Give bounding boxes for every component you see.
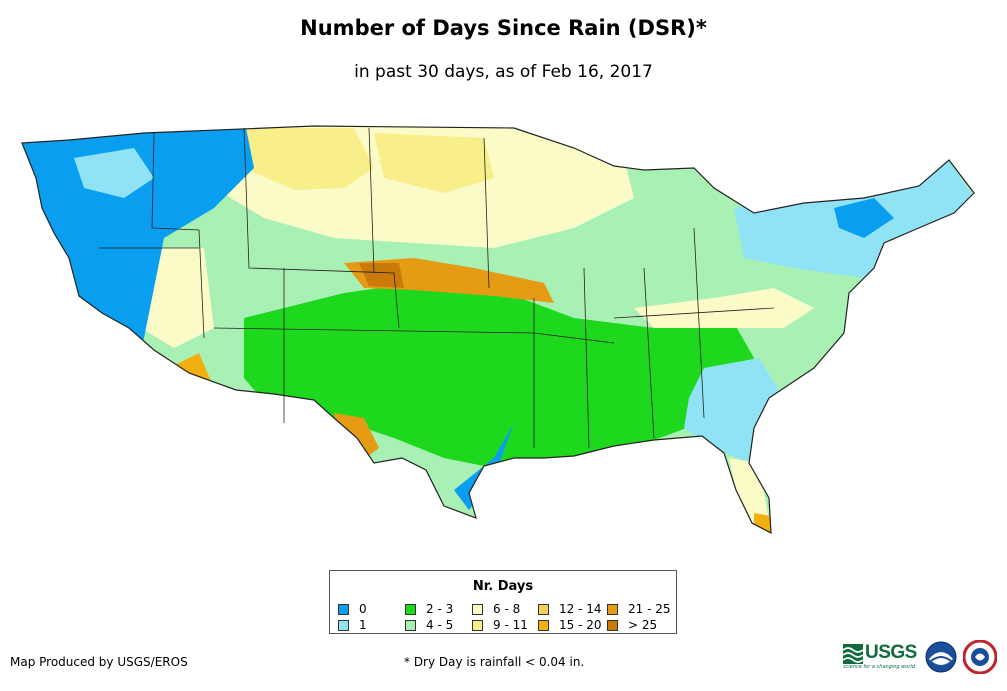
- legend-swatch-1: [338, 619, 349, 631]
- region-new-england-0: [834, 198, 894, 238]
- dsr-map: [21, 125, 975, 535]
- legend-item-21-25: 21 - 25: [607, 602, 671, 616]
- legend: Nr. Days 0 1 2 - 3 4 - 5 6 - 8 9 - 11 12…: [329, 570, 677, 634]
- nws-logo-icon: [963, 640, 997, 674]
- legend-item-1: 1: [338, 618, 367, 632]
- region-idaho-1: [74, 148, 154, 198]
- usgs-wave-icon: [843, 644, 863, 664]
- legend-label-2-3: 2 - 3: [426, 602, 454, 616]
- usgs-wordmark: USGS: [865, 642, 917, 663]
- legend-item-9-11: 9 - 11: [472, 618, 528, 632]
- legend-swatch-4-5: [405, 619, 416, 631]
- legend-swatch-6-8: [472, 603, 483, 615]
- legend-title: Nr. Days: [472, 579, 534, 594]
- legend-swatch-9-11: [472, 619, 483, 631]
- legend-label-9-11: 9 - 11: [493, 618, 528, 632]
- legend-item-12-14: 12 - 14: [538, 602, 602, 616]
- region-mid-atlantic-6-8: [634, 288, 814, 328]
- legend-swatch-12-14: [538, 603, 549, 615]
- legend-label-4-5: 4 - 5: [426, 618, 454, 632]
- map-title: Number of Days Since Rain (DSR)*: [300, 16, 707, 40]
- region-florida-15-20: [754, 513, 771, 533]
- us-outline: [21, 125, 975, 535]
- legend-item-2-3: 2 - 3: [405, 602, 453, 616]
- legend-item-0: 0: [338, 602, 367, 616]
- legend-swatch-0: [338, 603, 349, 615]
- legend-label-0: 0: [359, 602, 367, 616]
- map-subtitle: in past 30 days, as of Feb 16, 2017: [354, 62, 653, 82]
- legend-label-6-8: 6 - 8: [493, 602, 521, 616]
- usgs-logo: USGS science for a changing world: [843, 642, 919, 672]
- legend-swatch-15-20: [538, 619, 549, 631]
- legend-item-6-8: 6 - 8: [472, 602, 520, 616]
- legend-swatch-2-3: [405, 603, 416, 615]
- legend-item-4-5: 4 - 5: [405, 618, 453, 632]
- state-borders: [99, 127, 775, 449]
- region-dakota-9-11: [374, 133, 494, 193]
- legend-swatch-over-25: [607, 619, 618, 631]
- region-kansas-over-25: [359, 263, 404, 288]
- dry-day-note: * Dry Day is rainfall < 0.04 in.: [404, 655, 585, 669]
- legend-label-1: 1: [359, 618, 367, 632]
- region-montana-9-11: [224, 128, 374, 190]
- legend-item-over-25: > 25: [607, 618, 657, 632]
- legend-swatch-21-25: [607, 603, 618, 615]
- credit-text: Map Produced by USGS/EROS: [10, 655, 188, 669]
- region-southern-plains-2-3: [244, 283, 754, 466]
- legend-label-12-14: 12 - 14: [559, 602, 602, 616]
- noaa-logo-icon: [925, 641, 957, 673]
- legend-label-15-20: 15 - 20: [559, 618, 602, 632]
- usgs-tagline: science for a changing world: [843, 664, 915, 670]
- legend-label-over-25: > 25: [628, 618, 658, 632]
- legend-label-21-25: 21 - 25: [628, 602, 671, 616]
- legend-item-15-20: 15 - 20: [538, 618, 602, 632]
